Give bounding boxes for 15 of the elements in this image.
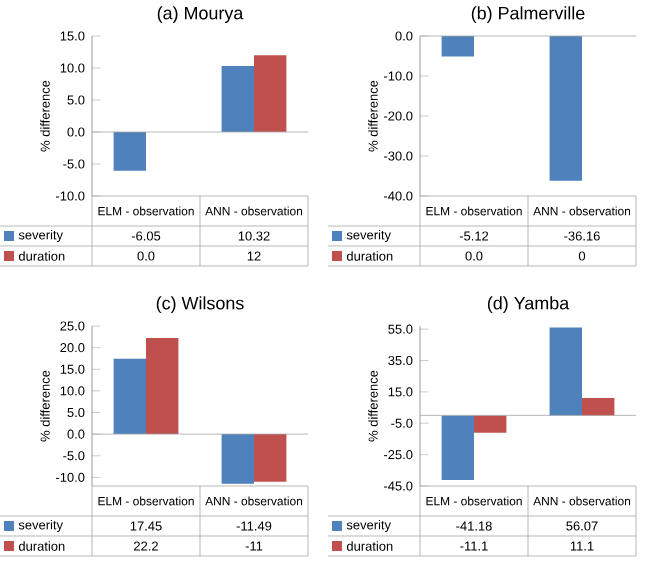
bar	[113, 358, 146, 435]
bar	[254, 434, 287, 482]
bar	[113, 131, 146, 171]
bar	[221, 434, 254, 484]
bar	[582, 398, 615, 416]
bar	[146, 338, 179, 435]
bar	[221, 65, 254, 132]
chart-title: (b) Palmerville	[471, 6, 585, 24]
bar	[474, 415, 507, 433]
chart-title: (a) Mourya	[157, 6, 244, 23]
chart-title: (d) Yamba	[487, 296, 570, 314]
bar	[549, 327, 583, 416]
bar	[254, 55, 287, 132]
chart-title: (c) Wilsons	[156, 296, 244, 314]
bar	[441, 415, 475, 481]
